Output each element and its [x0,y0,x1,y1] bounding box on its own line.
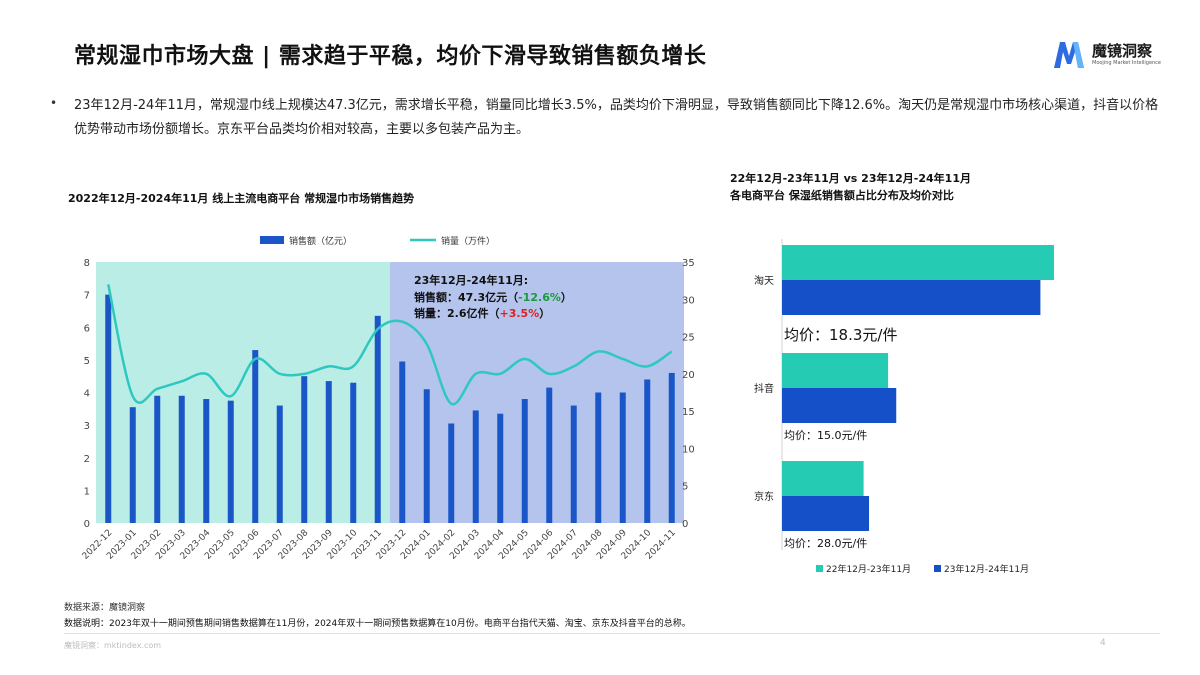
sales-bar [570,405,577,523]
page-title: 常规湿巾市场大盘 | 需求趋于平稳，均价下滑导致销售额负增长 [74,44,707,69]
sales-bar [154,395,161,523]
legend-swatch-sales [260,236,284,244]
legend-swatch-curr [934,565,941,572]
y-right-tick: 5 [682,482,688,493]
share-bar-prev [782,353,889,388]
y-left-tick: 6 [84,323,90,334]
sales-bar [423,389,430,523]
sales-bar [644,379,651,523]
y-right-tick: 10 [682,444,695,455]
logo-subtext: Moojing Market Intelligence [1092,60,1162,66]
sales-bar [129,407,136,523]
volume-line [107,284,673,406]
sales-bar [472,410,479,523]
annotation-volume: 销量：2.6亿件（+3.5%） [414,306,550,320]
y-left-tick: 4 [84,389,90,400]
sales-bar [497,413,504,523]
bullet-icon: • [50,96,58,110]
footer-watermark: 魔镜洞察：mktindex.com [64,641,162,650]
summary-paragraph: 23年12月-24年11月，常规湿巾线上规模达47.3亿元，需求增长平稳，销量同… [74,98,1159,137]
platform-label: 淘天 [754,274,774,287]
sales-bar [668,372,675,523]
sales-bar [546,387,553,523]
sales-bar [276,405,283,523]
y-left-tick: 1 [84,486,90,497]
sales-bar [227,400,234,523]
share-chart-title-line2: 各电商平台 保湿纸销售额占比分布及均价对比 [730,189,954,202]
share-chart-title: 22年12月-23年11月 vs 23年12月-24年11月 各电商平台 保湿纸… [730,170,971,204]
avg-price-label: 均价：28.0元/件 [784,537,867,550]
avg-price-label: 均价：18.3元/件 [784,326,897,344]
share-bar-curr [782,388,897,423]
sales-bar [619,392,626,523]
trend-chart: 销售额（亿元） 销量（万件）012345678051015202530352022… [81,235,695,562]
share-legend: 22年12月-23年11月 23年12月-24年11月 [816,563,1029,575]
sales-bar [448,423,455,523]
share-bar-curr [782,280,1041,315]
y-left-tick: 3 [84,421,90,432]
logo-m-icon [1054,42,1084,68]
sales-bar [178,395,185,523]
y-right-tick: 20 [682,370,695,381]
share-bar-prev [782,461,864,496]
sales-bar [399,361,406,523]
logo-text: 魔镜洞察 [1092,42,1153,60]
legend-label-prev: 22年12月-23年11月 [826,563,911,575]
y-left-tick: 0 [84,519,90,530]
y-right-tick: 35 [682,258,695,269]
y-left-tick: 2 [84,454,90,465]
sales-bar [203,399,210,523]
share-chart-title-line1: 22年12月-23年11月 vs 23年12月-24年11月 [730,172,971,185]
sales-bar [521,399,528,523]
footer-divider [64,633,1160,634]
page-number: 4 [1100,638,1106,648]
platform-label: 京东 [754,490,774,503]
share-bar-curr [782,496,870,531]
y-right-tick: 25 [682,333,695,344]
period-annotation: 23年12月-24年11月: 销售额：47.3亿元（-12.6%） 销量：2.6亿件… [414,273,572,320]
y-right-tick: 30 [682,295,695,306]
legend-swatch-prev [816,565,823,572]
trend-legend: 销售额（亿元） 销量（万件） [260,235,495,247]
share-bar-prev [782,245,1054,280]
legend-label-curr: 23年12月-24年11月 [944,563,1029,575]
sales-bar [301,376,308,523]
sales-bar [350,382,357,523]
annotation-heading: 23年12月-24年11月: [414,273,528,287]
sales-bar [374,315,381,523]
legend-label-volume: 销量（万件） [441,235,495,247]
data-source: 数据来源：魔镜洞察 [64,603,146,613]
sales-bar [105,294,112,523]
platform-label: 抖音 [754,382,774,395]
period-shade-first [96,262,390,523]
sales-bar [325,381,332,523]
avg-price-label: 均价：15.0元/件 [784,429,867,442]
period-shade-second [390,262,684,523]
y-right-tick: 0 [682,519,688,530]
legend-label-sales: 销售额（亿元） [289,235,352,247]
sales-bar [252,350,259,523]
y-left-tick: 7 [84,291,90,302]
sales-bar [595,392,602,523]
brand-logo: 魔镜洞察 Moojing Market Intelligence [1052,38,1172,72]
y-left-tick: 8 [84,258,90,269]
y-left-tick: 5 [84,356,90,367]
y-right-tick: 15 [682,407,695,418]
annotation-sales: 销售额：47.3亿元（-12.6%） [414,290,572,304]
trend-chart-title: 2022年12月-2024年11月 线上主流电商平台 常规湿巾市场销售趋势 [68,192,415,205]
data-note: 数据说明：2023年双十一期间预售期间销售数据算在11月份，2024年双十一期间… [64,619,691,629]
